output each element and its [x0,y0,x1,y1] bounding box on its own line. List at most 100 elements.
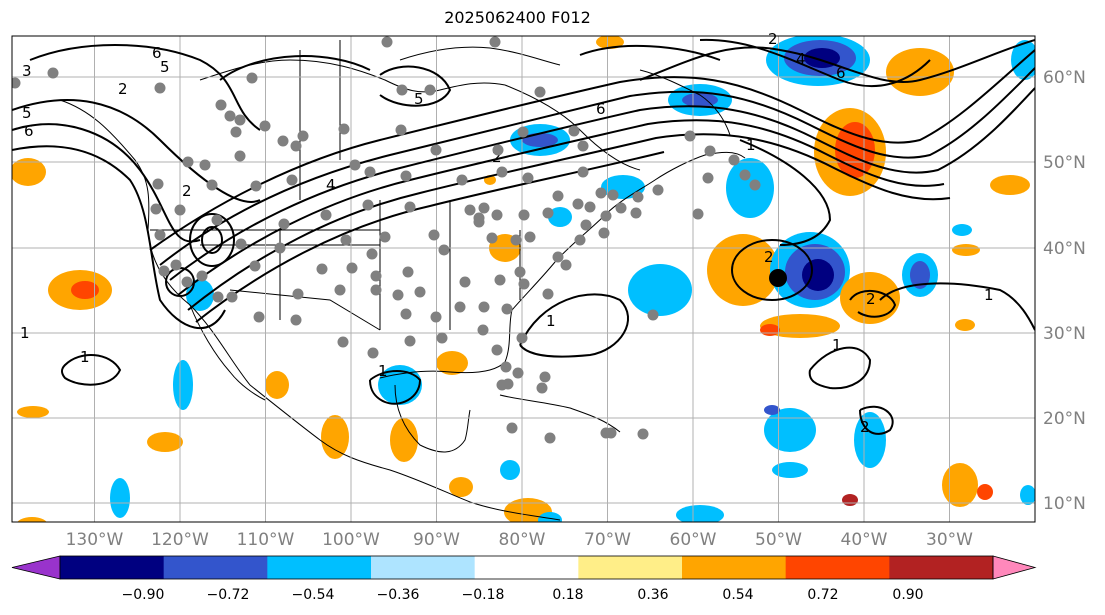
colorbar-tick-labels: −0.90 −0.72 −0.54 −0.36 −0.18 0.18 0.36 … [122,587,924,603]
lon-label: 70°W [584,530,631,550]
station-dot [739,169,751,181]
lon-label: 100°W [322,530,380,550]
contour-label: 1 [80,348,90,366]
station-dot [230,126,242,138]
station-dot [652,184,664,196]
station-dot [367,347,379,359]
colorbar-tick: 0.18 [552,587,583,603]
station-dot [362,199,374,211]
station-dot [211,214,223,226]
contour-label: 6 [836,64,846,82]
map-title: 2025062400 F012 [444,8,591,27]
station-dot [392,289,404,301]
station-dot [512,367,524,379]
contour-label: 1 [378,362,388,380]
colorbar-arrow-high [992,555,1037,580]
station-dot [428,229,440,241]
station-dot [340,234,352,246]
station-dot [574,234,586,246]
station-dot [366,248,378,260]
station-dot [174,204,186,216]
colorbar-tick: 0.54 [722,587,753,603]
station-dot [212,291,224,303]
station-dot [424,84,436,96]
station-dot [364,166,376,178]
station-dot [370,284,382,296]
latitude-labels: 60°N 50°N 40°N 30°N 20°N 10°N [1043,68,1086,514]
station-markers [12,36,761,444]
station-dot [250,180,262,192]
station-dot [196,270,208,282]
station-dot [430,311,442,323]
station-dot [496,166,508,178]
lon-label: 50°W [755,530,802,550]
station-dot [234,150,246,162]
contour-label: 2 [866,290,876,308]
station-dot [518,278,530,290]
station-dot [337,336,349,348]
station-dot [600,210,612,222]
longitude-labels: 130°W 120°W 110°W 100°W 90°W 80°W 70°W 6… [66,530,974,550]
station-dot [150,203,162,215]
station-dot [456,174,468,186]
station-dot [226,291,238,303]
station-dot [486,232,498,244]
station-dot [539,371,551,383]
station-dot [506,422,518,434]
station-dot [338,123,350,135]
contour-label: 1 [746,136,756,154]
station-dot [379,231,391,243]
contour-label: 2 [768,30,778,48]
station-dot [478,301,490,313]
lat-label: 20°N [1043,409,1086,429]
contour-label: 6 [596,100,606,118]
station-dot [542,207,554,219]
station-dot [598,227,610,239]
station-dot [154,229,166,241]
station-dot [47,67,59,79]
station-dot [517,126,529,138]
station-dot [182,156,194,168]
station-dot [224,110,236,122]
station-dot [215,99,227,111]
station-dot [684,130,696,142]
station-dot [542,288,554,300]
contour-label: 2 [492,148,502,166]
station-dot [637,428,649,440]
colorbar-tick: 0.36 [637,587,668,603]
station-dot [478,202,490,214]
station-dot [381,36,393,48]
lon-label: 110°W [237,530,295,550]
lon-label: 120°W [151,530,209,550]
station-dot [510,234,522,246]
station-dot [584,201,596,213]
station-dot [514,266,526,278]
contour-labels: 6 5 3 2 5 6 2 6 5 4 2 2 1 1 1 1 1 1 2 1 … [20,30,994,436]
station-dot [501,303,513,315]
station-dot [536,382,548,394]
station-dot [704,145,716,157]
colorbar-tick: −0.36 [377,587,420,603]
station-dot [430,144,442,156]
station-dot [370,270,382,282]
station-dot [492,144,504,156]
station-dot [292,288,304,300]
contour-label: 2 [860,418,870,436]
contour-label: 5 [160,58,170,76]
station-dot [297,130,309,142]
station-dot [544,432,556,444]
station-dot [630,207,642,219]
station-dot [290,314,302,326]
station-dot [400,170,412,182]
station-dot [552,190,564,202]
station-dot [702,172,714,184]
station-dot [494,274,506,286]
station-dot [728,154,740,166]
station-dot [170,259,182,271]
contour-label: 6 [152,44,162,62]
colorbar-segment [267,556,372,579]
contour-label: 4 [326,176,336,194]
lat-label: 60°N [1043,68,1086,88]
colorbar [11,555,1037,580]
